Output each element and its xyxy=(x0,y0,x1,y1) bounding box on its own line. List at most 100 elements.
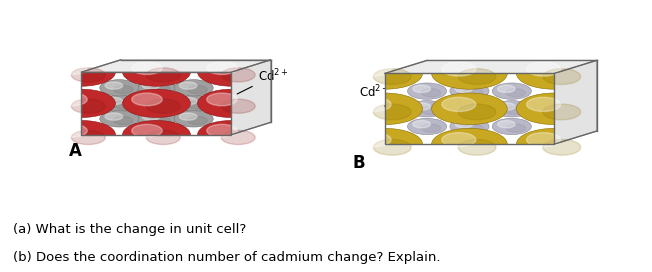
Circle shape xyxy=(71,99,105,113)
Circle shape xyxy=(374,104,411,120)
Text: Se$^{2-}$: Se$^{2-}$ xyxy=(467,103,498,120)
Circle shape xyxy=(221,68,255,82)
Circle shape xyxy=(100,95,139,112)
Circle shape xyxy=(57,124,87,137)
Circle shape xyxy=(458,69,496,85)
Circle shape xyxy=(71,68,105,82)
Circle shape xyxy=(151,85,170,94)
Circle shape xyxy=(174,111,213,127)
Circle shape xyxy=(408,83,447,99)
Circle shape xyxy=(100,80,139,96)
Circle shape xyxy=(516,93,592,125)
Circle shape xyxy=(347,58,422,89)
Circle shape xyxy=(174,80,213,96)
Circle shape xyxy=(142,82,160,89)
Circle shape xyxy=(207,93,237,106)
Circle shape xyxy=(221,99,255,113)
Circle shape xyxy=(432,93,507,125)
Circle shape xyxy=(137,80,176,96)
Circle shape xyxy=(179,82,197,89)
Circle shape xyxy=(432,58,507,89)
Circle shape xyxy=(132,124,162,137)
Circle shape xyxy=(543,140,581,155)
Circle shape xyxy=(188,116,207,125)
Circle shape xyxy=(188,101,207,109)
Text: A: A xyxy=(68,142,82,160)
Polygon shape xyxy=(82,60,271,72)
Circle shape xyxy=(543,69,581,85)
Circle shape xyxy=(357,97,391,112)
Circle shape xyxy=(442,133,476,147)
Circle shape xyxy=(442,62,476,76)
Circle shape xyxy=(137,111,176,127)
Circle shape xyxy=(100,111,139,127)
Circle shape xyxy=(198,120,265,149)
Circle shape xyxy=(113,85,133,94)
Circle shape xyxy=(497,85,515,92)
Text: Cd$^{2+}$: Cd$^{2+}$ xyxy=(237,68,288,94)
Circle shape xyxy=(146,130,180,144)
Circle shape xyxy=(455,120,473,128)
Circle shape xyxy=(450,83,489,99)
Circle shape xyxy=(492,83,531,99)
Circle shape xyxy=(516,128,592,160)
Circle shape xyxy=(506,106,526,115)
Polygon shape xyxy=(385,73,554,144)
Circle shape xyxy=(492,101,531,117)
Circle shape xyxy=(146,68,180,82)
Circle shape xyxy=(48,58,115,86)
Text: (a) What is the change in unit cell?: (a) What is the change in unit cell? xyxy=(13,223,246,236)
Circle shape xyxy=(105,97,123,105)
Circle shape xyxy=(497,120,515,128)
Circle shape xyxy=(123,58,190,86)
Circle shape xyxy=(432,128,507,160)
Circle shape xyxy=(221,130,255,144)
Circle shape xyxy=(413,103,430,110)
Circle shape xyxy=(413,120,430,128)
Circle shape xyxy=(347,128,422,160)
Circle shape xyxy=(464,124,483,132)
Circle shape xyxy=(506,89,526,97)
Circle shape xyxy=(421,106,441,115)
Circle shape xyxy=(188,85,207,94)
Circle shape xyxy=(48,120,115,149)
Circle shape xyxy=(198,89,265,118)
Circle shape xyxy=(132,62,162,75)
Text: Cd$^{2+}$: Cd$^{2+}$ xyxy=(359,84,389,112)
Circle shape xyxy=(464,89,483,97)
Text: O$^{2-}$: O$^{2-}$ xyxy=(124,98,150,115)
Circle shape xyxy=(174,95,213,112)
Circle shape xyxy=(374,140,411,155)
Circle shape xyxy=(421,124,441,132)
Circle shape xyxy=(113,116,133,125)
Circle shape xyxy=(57,62,87,75)
Circle shape xyxy=(516,58,592,89)
Circle shape xyxy=(179,97,197,105)
Circle shape xyxy=(57,93,87,106)
Circle shape xyxy=(527,62,561,76)
Circle shape xyxy=(142,113,160,120)
Circle shape xyxy=(179,113,197,120)
Circle shape xyxy=(421,89,441,97)
Circle shape xyxy=(347,93,422,125)
Circle shape xyxy=(408,101,447,117)
Polygon shape xyxy=(231,60,271,135)
Circle shape xyxy=(132,93,162,106)
Circle shape xyxy=(497,103,515,110)
Polygon shape xyxy=(554,60,597,144)
Circle shape xyxy=(458,140,496,155)
Circle shape xyxy=(207,124,237,137)
Polygon shape xyxy=(385,60,597,73)
Circle shape xyxy=(442,97,476,112)
Circle shape xyxy=(527,97,561,112)
Circle shape xyxy=(146,99,180,113)
Circle shape xyxy=(151,116,170,125)
Circle shape xyxy=(207,62,237,75)
Circle shape xyxy=(543,104,581,120)
Circle shape xyxy=(357,133,391,147)
Circle shape xyxy=(458,104,496,120)
Circle shape xyxy=(408,118,447,135)
Circle shape xyxy=(123,89,190,118)
Circle shape xyxy=(492,118,531,135)
Circle shape xyxy=(113,101,133,109)
